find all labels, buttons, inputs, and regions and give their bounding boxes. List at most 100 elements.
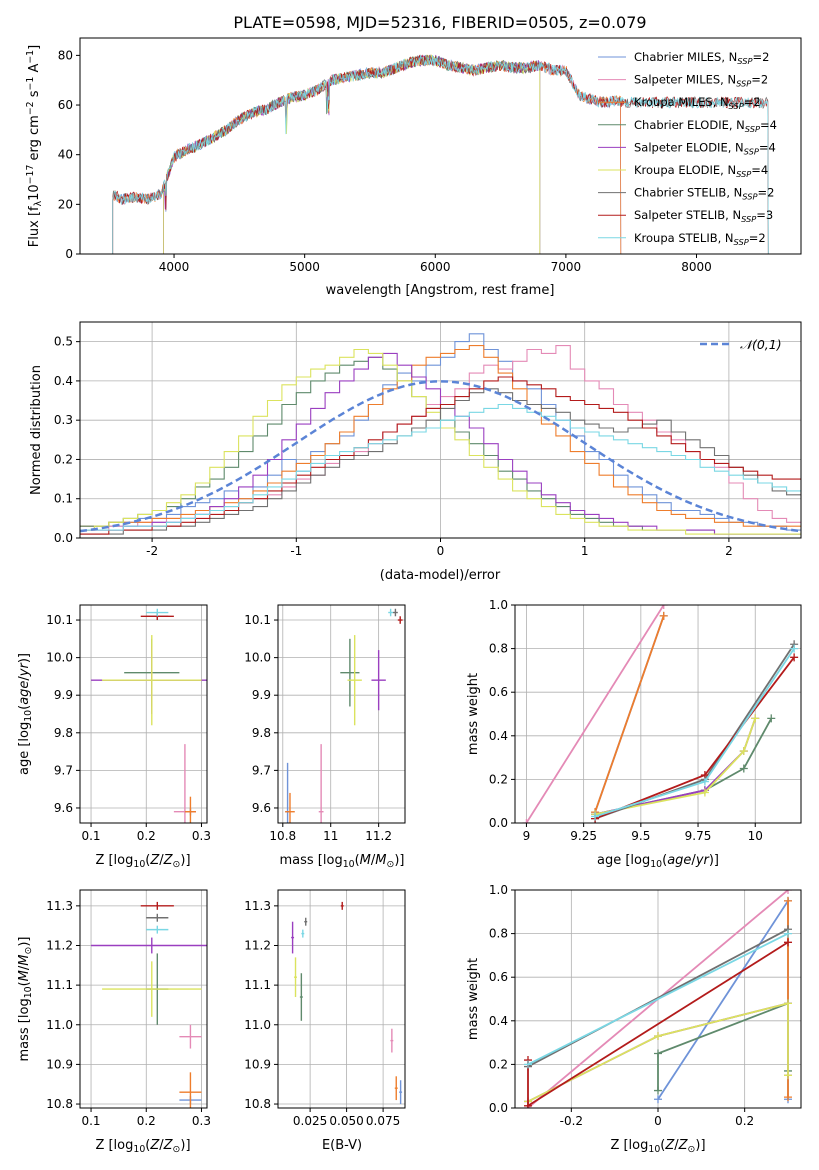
mass-z-y-axis-label: mass [log10(M/M⊙)]	[17, 937, 34, 1062]
histogram-salpeter-elodie	[80, 352, 801, 535]
legend-label: Salpeter ELODIE, NSSP=4	[634, 140, 776, 156]
x-tick-label: -1	[290, 544, 302, 558]
residuals-x-axis-label: (data-model)/error	[380, 568, 501, 583]
y-tick-label: 11.3	[46, 899, 73, 913]
histogram-kroupa-elodie	[80, 348, 801, 535]
weight-vs-z-axes-data	[524, 890, 792, 1108]
spectrum-axes-frame	[79, 37, 802, 255]
y-tick-label: 0.4	[54, 374, 73, 388]
weight-vs-age-axes-data	[522, 605, 799, 823]
spectrum-x-axis-label: wavelength [Angstrom, rest frame]	[326, 283, 555, 298]
y-tick-label: 0.2	[489, 772, 508, 786]
x-tick-label: 6000	[420, 260, 451, 274]
normal-legend-label: 𝒩(0,1)	[740, 337, 782, 352]
y-tick-label: 0.0	[54, 531, 73, 545]
y-tick-label: 9.7	[252, 763, 271, 777]
age-vs-mass-axes-data	[285, 608, 403, 823]
weight-vs-z-axes-plot-area	[515, 890, 801, 1108]
y-tick-label: 10.8	[244, 1097, 271, 1111]
weight-age-marker	[790, 644, 799, 653]
x-tick-label: 0.075	[366, 1114, 400, 1128]
spectrum-line-salpeter-stelib	[112, 54, 769, 254]
weight-z-line	[527, 1002, 789, 1103]
weight-age-marker	[739, 747, 748, 756]
x-tick-label: 9.75	[685, 829, 712, 843]
weight-z-marker	[784, 929, 792, 938]
y-tick-label: 11.1	[244, 978, 271, 992]
weight-age-marker	[700, 777, 709, 786]
x-tick-label: 0.3	[192, 829, 211, 843]
x-tick-label: 10	[748, 829, 763, 843]
y-tick-label: 0.5	[54, 335, 73, 349]
age-vs-z-axes: 0.1 0.2 0.3 9.6 9.7 9.8 9.9 10.0 10.1 Z [log10(Z/…	[17, 604, 211, 870]
x-tick-label: 0	[437, 544, 445, 558]
residuals-y-axis-label: Normed distribution	[29, 365, 44, 495]
x-tick-label: 0.1	[81, 829, 100, 843]
mass-vs-ebv-axes-plot-area	[278, 890, 405, 1108]
x-tick-label: 7000	[551, 260, 582, 274]
x-tick-label: 4000	[159, 260, 190, 274]
weight-z-marker	[654, 1095, 662, 1104]
spectrum-y-axis-label: Flux [fλ10−17 erg cm−2 s−1 A−1]	[25, 45, 44, 247]
weight-vs-age-axes-plot-area	[515, 605, 801, 823]
weight-age-marker	[767, 714, 776, 723]
y-tick-label: 9.7	[54, 763, 73, 777]
mass-vs-z-axes-frame	[79, 889, 208, 1109]
histogram-chabrier-miles	[80, 333, 801, 531]
x-tick-label: 0.2	[137, 829, 156, 843]
weight-vs-z-axes: -0.2 0 0.2 0.0 0.2 0.4 0.6 0.8 1.0 Z [log10(Z/Z⊙)…	[466, 883, 802, 1155]
residuals-axes: -2 -1 0 1 2 0.0 0.1 0.2 0.3 0.4 0.5 𝒩(0,1) (data-mod…	[29, 321, 802, 583]
legend-label: Kroupa STELIB, NSSP=2	[634, 231, 766, 247]
y-tick-label: 60	[58, 98, 73, 112]
y-tick-label: 9.6	[54, 801, 73, 815]
y-tick-label: 10.8	[46, 1097, 73, 1111]
age-mass-x-axis-label: mass [log10(M/M⊙)]	[280, 853, 405, 870]
age-vs-z-axes-plot-area	[80, 605, 207, 823]
y-tick-label: 0.8	[489, 927, 508, 941]
weight-z-marker	[524, 1060, 532, 1069]
x-tick-label: 9	[523, 829, 531, 843]
age-z-y-axis-label: age [log10(age/yr)]	[17, 653, 34, 775]
age-vs-mass-axes-frame	[277, 604, 406, 824]
x-tick-label: 0.025	[293, 1114, 327, 1128]
weight-z-marker	[784, 1093, 792, 1102]
residuals-axes-data	[80, 333, 801, 535]
weight-z-line	[527, 932, 789, 1066]
x-tick-label: 0.2	[137, 1114, 156, 1128]
x-tick-label: 0.050	[329, 1114, 363, 1128]
mass-vs-ebv-axes-data	[291, 901, 403, 1105]
mass-vs-z-axes-data	[91, 901, 207, 1108]
y-tick-label: 10.1	[46, 613, 73, 627]
x-tick-label: 2	[725, 544, 733, 558]
weight-z-x-axis-label: Z [log10(Z/Z⊙)]	[610, 1138, 705, 1155]
weight-z-marker	[654, 1032, 662, 1041]
y-tick-label: 0.8	[489, 642, 508, 656]
y-tick-label: 0.1	[54, 492, 73, 506]
y-tick-label: 1.0	[489, 883, 508, 897]
age-vs-z-axes-data	[91, 608, 207, 823]
weight-age-line	[525, 605, 665, 823]
y-tick-label: 11.0	[244, 1018, 271, 1032]
y-tick-label: 10.9	[244, 1057, 271, 1071]
mass-vs-z-axes-plot-area	[80, 890, 207, 1108]
x-tick-label: 10.8	[269, 829, 296, 843]
age-z-x-axis-label: Z [log10(Z/Z⊙)]	[95, 853, 190, 870]
spectrum-line-kroupa-stelib	[112, 54, 769, 254]
y-tick-label: 11.2	[244, 938, 271, 952]
spectrum-axes-data	[112, 54, 769, 254]
weight-z-line	[527, 928, 789, 1068]
y-tick-label: 0	[65, 247, 73, 261]
y-tick-label: 10.9	[46, 1057, 73, 1071]
y-tick-label: 11.2	[46, 938, 73, 952]
spectrum-legend: Chabrier MILES, NSSP=2 Salpeter MILES, NS…	[598, 50, 777, 247]
histogram-kroupa-stelib	[80, 403, 801, 531]
weight-z-marker	[654, 1086, 662, 1095]
weight-z-marker	[524, 1101, 532, 1108]
legend-label: Salpeter MILES, NSSP=2	[634, 73, 768, 89]
y-tick-label: 0.2	[54, 452, 73, 466]
legend-label: Kroupa ELODIE, NSSP=4	[634, 163, 768, 179]
mass-vs-z-axes: 0.1 0.2 0.3 10.8 10.9 11.0 11.1 11.2 11.3 Z [log1…	[17, 889, 211, 1155]
weight-z-marker	[784, 938, 792, 947]
y-tick-label: 9.9	[252, 688, 271, 702]
